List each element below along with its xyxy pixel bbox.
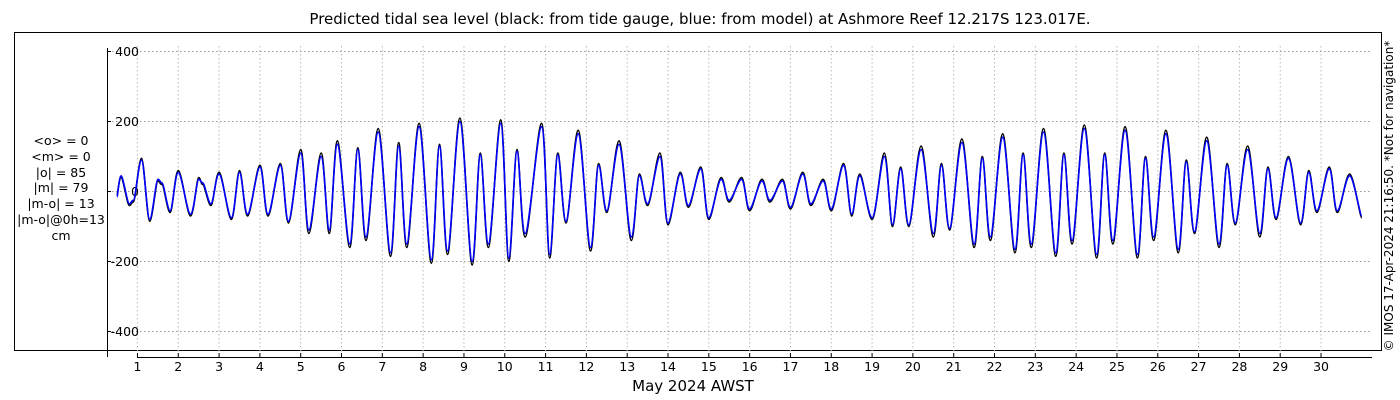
x-tick-label: 27	[1191, 359, 1207, 374]
x-tick-label: 17	[783, 359, 799, 374]
x-tick-label: 10	[497, 359, 513, 374]
model-series-line	[116, 120, 1363, 263]
x-tick-label: 18	[823, 359, 839, 374]
stats-abs-observed: |o| = 85	[35, 164, 87, 180]
axis-ticks: 1 2 3 4 5 6 7 8 9 10 11 12 13 14 15 16 17 18 19 20 21 22 23 24 2…	[107, 44, 1329, 374]
plot-frame	[14, 32, 1382, 351]
stats-mean-observed: <o> = 0	[33, 133, 89, 148]
x-axis-label: May 2024 AWST	[632, 377, 755, 395]
y-tick-label: -200	[111, 254, 139, 269]
x-tick-label: 22	[987, 359, 1003, 374]
x-tick-label: 9	[460, 359, 468, 374]
x-tick-label: 28	[1231, 359, 1247, 374]
x-tick-label: 8	[419, 359, 427, 374]
x-tick-label: 30	[1313, 359, 1329, 374]
x-tick-label: 25	[1109, 359, 1125, 374]
chart-title: Predicted tidal sea level (black: from t…	[309, 10, 1091, 28]
x-tick-label: 14	[660, 359, 676, 374]
y-tick-label: 200	[115, 114, 139, 129]
x-tick-label: 11	[538, 359, 554, 374]
x-tick-label: 1	[133, 359, 141, 374]
x-tick-label: 2	[174, 359, 182, 374]
x-tick-label: 19	[864, 359, 880, 374]
x-tick-label: 29	[1272, 359, 1288, 374]
stats-abs-difference: |m-o| = 13	[27, 196, 95, 212]
x-tick-label: 4	[256, 359, 264, 374]
y-tick-label: -400	[111, 324, 139, 339]
x-tick-label: 24	[1068, 359, 1084, 374]
x-tick-label: 16	[742, 359, 758, 374]
x-tick-label: 20	[905, 359, 921, 374]
x-tick-label: 5	[297, 359, 305, 374]
stats-abs-model: |m| = 79	[33, 180, 89, 196]
x-tick-label: 6	[338, 359, 346, 374]
stats-panel: <o> = 0 <m> = 0 |o| = 85 |m| = 79 |m-o| …	[8, 133, 114, 244]
stats-unit: cm	[51, 227, 71, 243]
x-tick-label: 23	[1027, 359, 1043, 374]
x-tick-label: 7	[378, 359, 386, 374]
gauge-series-line	[116, 117, 1363, 266]
x-tick-label: 13	[619, 359, 635, 374]
y-tick-label: 400	[115, 44, 139, 59]
x-tick-label: 12	[578, 359, 594, 374]
x-tick-label: 26	[1150, 359, 1166, 374]
x-tick-label: 15	[701, 359, 717, 374]
x-tick-label: 3	[215, 359, 223, 374]
x-tick-label: 21	[946, 359, 962, 374]
stats-mean-model: <m> = 0	[31, 148, 91, 164]
stats-abs-difference-0h: |m-o|@0h=13	[17, 211, 105, 227]
credit-note: © IMOS 17-Apr-2024 21:16:50. *Not for na…	[1382, 40, 1396, 352]
series-lines	[116, 117, 1363, 266]
grid-lines	[108, 46, 1372, 357]
